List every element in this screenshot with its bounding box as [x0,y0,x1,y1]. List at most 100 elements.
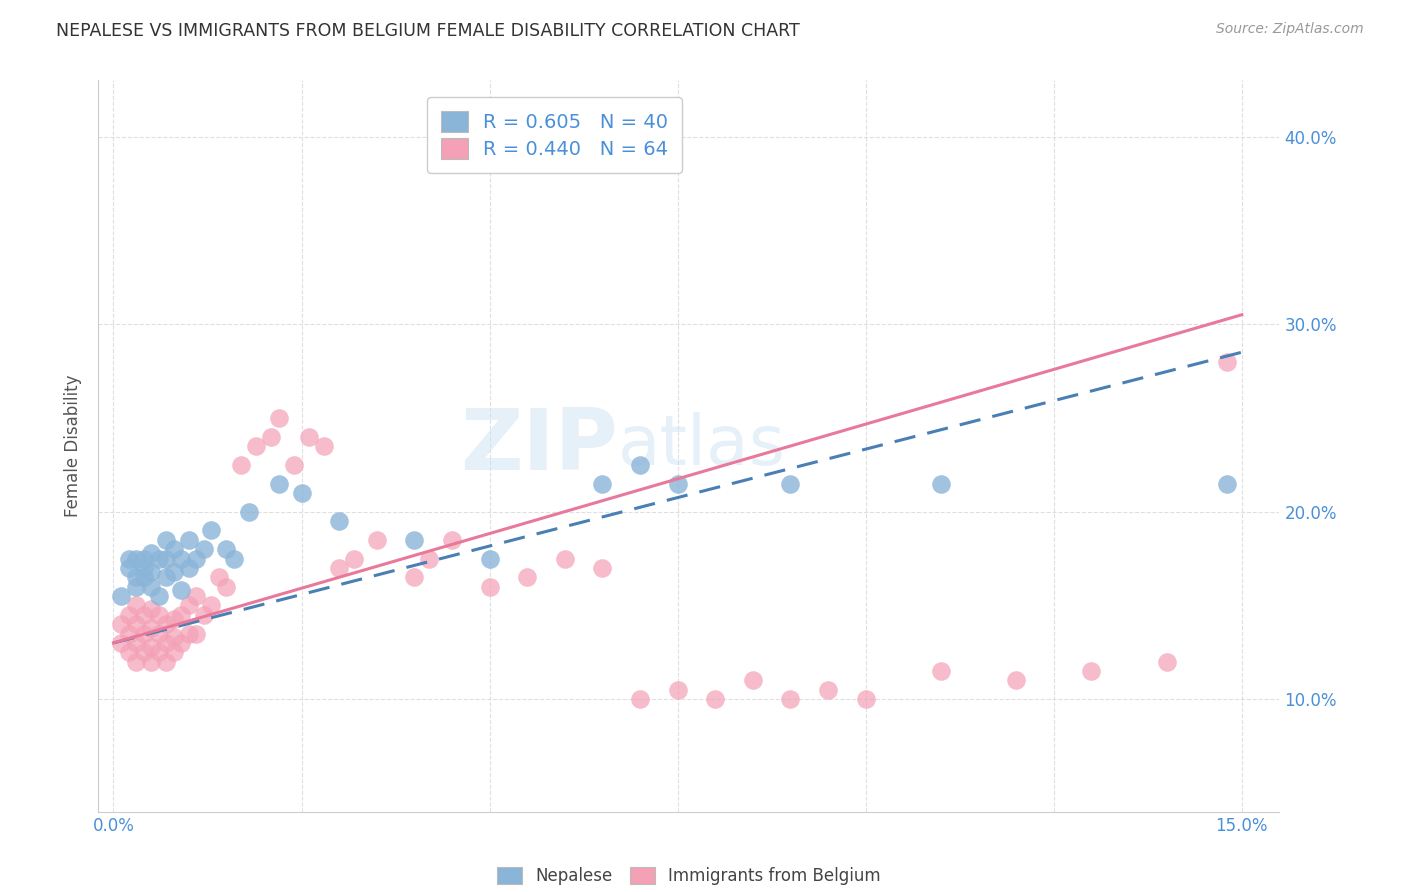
Point [440,533,463,547]
Point [343,551,366,566]
Point [267,476,290,491]
Text: Source: ZipAtlas.com: Source: ZipAtlas.com [1216,22,1364,37]
Point [404,570,426,584]
Point [298,429,321,443]
Point [516,570,538,584]
Point [132,561,155,575]
Point [155,570,177,584]
Point [125,636,148,650]
Point [817,682,839,697]
Y-axis label: Female Disability: Female Disability [65,375,83,517]
Point [139,621,162,635]
Point [245,439,267,453]
Point [139,546,162,560]
Point [1156,655,1178,669]
Point [929,664,952,678]
Point [855,692,877,706]
Point [125,599,148,613]
Point [260,429,283,443]
Point [125,570,148,584]
Point [177,561,200,575]
Point [170,551,193,566]
Point [148,607,170,622]
Point [148,626,170,640]
Point [779,692,801,706]
Point [779,476,801,491]
Point [1005,673,1028,688]
Point [170,607,193,622]
Point [478,551,501,566]
Point [132,607,155,622]
Point [132,551,155,566]
Point [155,533,177,547]
Point [117,607,139,622]
Point [117,551,139,566]
Point [290,486,312,500]
Point [328,514,350,528]
Point [163,630,186,644]
Point [628,692,651,706]
Point [193,542,215,557]
Point [366,533,388,547]
Point [132,570,155,584]
Point [193,607,215,622]
Point [110,636,132,650]
Point [704,692,727,706]
Point [163,565,186,579]
Point [666,682,689,697]
Point [741,673,763,688]
Point [177,626,200,640]
Point [238,505,260,519]
Point [132,645,155,659]
Point [186,551,208,566]
Point [117,561,139,575]
Point [666,476,689,491]
Point [163,611,186,625]
Point [155,617,177,632]
Point [283,458,305,472]
Point [148,645,170,659]
Point [125,655,148,669]
Point [177,599,200,613]
Point [591,561,613,575]
Legend: Nepalese, Immigrants from Belgium: Nepalese, Immigrants from Belgium [491,860,887,892]
Point [139,640,162,654]
Point [163,645,186,659]
Text: NEPALESE VS IMMIGRANTS FROM BELGIUM FEMALE DISABILITY CORRELATION CHART: NEPALESE VS IMMIGRANTS FROM BELGIUM FEMA… [56,22,800,40]
Point [139,655,162,669]
Point [148,551,170,566]
Point [222,551,245,566]
Point [200,524,222,538]
Text: ZIP: ZIP [460,404,619,488]
Point [591,476,613,491]
Point [215,580,238,594]
Point [418,551,440,566]
Point [215,542,238,557]
Point [155,551,177,566]
Point [314,439,336,453]
Point [155,655,177,669]
Point [148,589,170,603]
Point [117,645,139,659]
Point [267,410,290,425]
Point [139,602,162,616]
Point [170,583,193,598]
Point [200,599,222,613]
Point [404,533,426,547]
Point [1216,354,1239,368]
Point [170,636,193,650]
Point [208,570,231,584]
Point [125,617,148,632]
Point [155,636,177,650]
Point [929,476,952,491]
Point [478,580,501,594]
Point [231,458,253,472]
Point [177,533,200,547]
Point [628,458,651,472]
Point [125,551,148,566]
Point [163,542,186,557]
Point [186,626,208,640]
Text: atlas: atlas [619,412,786,480]
Point [117,626,139,640]
Point [1216,476,1239,491]
